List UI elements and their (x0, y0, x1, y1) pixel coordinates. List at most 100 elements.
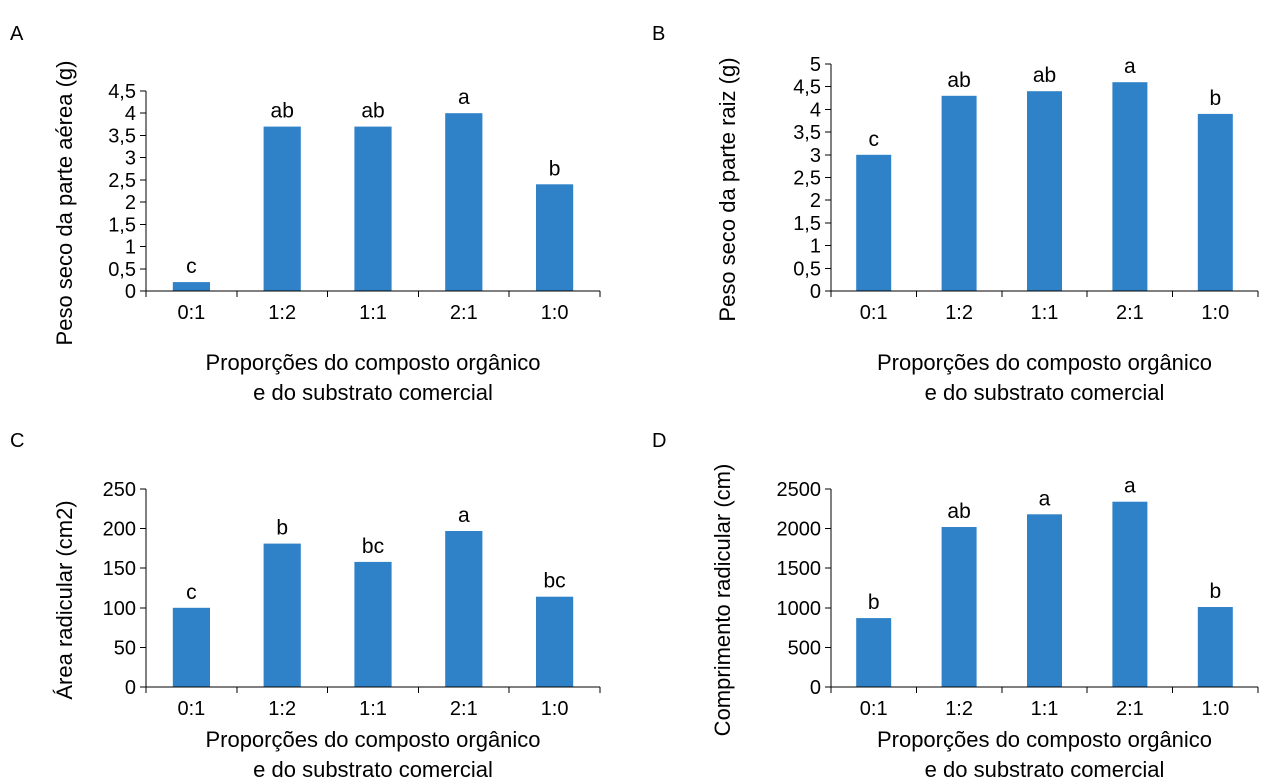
y-tick-label-b-2: 1 (810, 236, 821, 258)
y-tick-label-a-6: 3 (125, 148, 136, 170)
x-tick-label-a-4: 1:0 (541, 302, 569, 324)
x-tick-label-d-4: 1:0 (1201, 698, 1229, 720)
y-tick-label-b-7: 3,5 (793, 122, 821, 144)
x-tick-label-a-2: 1:1 (359, 302, 387, 324)
bar-a-1 (264, 127, 301, 291)
y-tick-label-b-10: 5 (810, 54, 821, 76)
y-tick-label-c-4: 200 (103, 519, 136, 541)
y-tick-label-b-3: 1,5 (793, 213, 821, 235)
x-tick-label-d-3: 2:1 (1116, 698, 1144, 720)
bar-label-b-4: b (1209, 87, 1221, 110)
bar-b-0 (856, 155, 891, 291)
bar-a-2 (354, 127, 391, 291)
y-tick-label-a-9: 4,5 (108, 81, 136, 103)
bar-d-2 (1027, 514, 1062, 687)
y-axis-title-b: Peso seco da parte raiz (g) (715, 57, 740, 321)
x-tick-label-b-3: 2:1 (1116, 302, 1144, 324)
bar-label-c-0: c (186, 581, 197, 604)
x-axis-title-a-line1: Proporções do composto orgânico (205, 350, 540, 375)
y-tick-label-c-3: 150 (103, 558, 136, 580)
x-axis-title-c-line2: e do substrato comercial (253, 757, 493, 782)
bar-label-d-3: a (1124, 475, 1136, 498)
chart-panel-b: Bc0:1ab1:2ab1:1a2:1b1:000,511,522,533,54… (652, 23, 1258, 405)
bar-d-1 (942, 527, 977, 687)
y-tick-label-b-9: 4,5 (793, 77, 821, 99)
y-tick-label-b-1: 0,5 (793, 258, 821, 280)
y-tick-label-d-4: 2000 (777, 519, 822, 541)
bar-b-2 (1027, 91, 1062, 291)
x-tick-label-a-1: 1:2 (268, 302, 296, 324)
y-tick-label-a-0: 0 (125, 281, 136, 303)
bar-label-b-3: a (1124, 55, 1136, 78)
x-tick-label-c-3: 2:1 (450, 698, 478, 720)
y-tick-label-c-2: 100 (103, 598, 136, 620)
panel-letter-a: A (10, 23, 24, 45)
bar-d-0 (856, 618, 891, 687)
y-tick-label-a-3: 1,5 (108, 214, 136, 236)
y-tick-label-b-5: 2,5 (793, 168, 821, 190)
bar-c-0 (173, 608, 210, 687)
bar-b-4 (1198, 114, 1233, 291)
y-tick-label-b-4: 2 (810, 190, 821, 212)
bar-d-4 (1198, 607, 1233, 687)
y-axis-title-c: Área radicular (cm2) (52, 500, 77, 699)
y-tick-label-a-1: 0,5 (108, 259, 136, 281)
y-tick-label-b-8: 4 (810, 99, 821, 121)
y-axis-title-d: Comprimento radicular (cm) (710, 464, 735, 737)
y-tick-label-c-0: 0 (125, 677, 136, 699)
y-tick-label-d-3: 1500 (777, 558, 822, 580)
x-tick-label-b-2: 1:1 (1031, 302, 1059, 324)
y-tick-label-a-4: 2 (125, 192, 136, 214)
bar-c-1 (264, 544, 301, 687)
x-tick-label-b-1: 1:2 (945, 302, 973, 324)
bar-label-a-1: ab (271, 100, 294, 123)
panel-letter-d: D (652, 430, 666, 452)
x-tick-label-c-2: 1:1 (359, 698, 387, 720)
bar-label-c-1: b (276, 517, 288, 540)
x-tick-label-c-0: 0:1 (177, 698, 205, 720)
y-tick-label-a-2: 1 (125, 237, 136, 259)
x-tick-label-b-4: 1:0 (1201, 302, 1229, 324)
bar-a-0 (173, 282, 210, 291)
bar-label-a-0: c (186, 255, 197, 278)
x-tick-label-c-4: 1:0 (541, 698, 569, 720)
bar-a-3 (445, 113, 482, 291)
x-tick-label-c-1: 1:2 (268, 698, 296, 720)
bar-label-d-2: a (1039, 487, 1051, 510)
y-tick-label-d-0: 0 (810, 677, 821, 699)
bar-c-3 (445, 531, 482, 687)
bar-d-3 (1112, 502, 1147, 687)
bar-label-b-0: c (868, 128, 879, 151)
bar-label-b-2: ab (1033, 64, 1056, 87)
bar-c-2 (354, 562, 391, 687)
y-tick-label-a-7: 3,5 (108, 125, 136, 147)
x-tick-label-d-0: 0:1 (860, 698, 888, 720)
x-axis-title-d-line2: e do substrato comercial (925, 757, 1165, 782)
y-tick-label-c-1: 50 (114, 637, 136, 659)
bar-label-a-4: b (549, 157, 561, 180)
y-tick-label-c-5: 250 (103, 479, 136, 501)
y-tick-label-a-5: 2,5 (108, 170, 136, 192)
chart-panel-c: Cc 0:1 b 1:2 bc 1:1 a 2:1 bc 1:0 0 50 100 150 200 250 Pr… (10, 430, 600, 782)
y-tick-label-b-0: 0 (810, 281, 821, 303)
x-axis-title-c-line1: Proporções do composto orgânico (205, 727, 540, 752)
x-tick-label-d-2: 1:1 (1031, 698, 1059, 720)
y-tick-label-d-2: 1000 (777, 598, 822, 620)
x-tick-label-a-3: 2:1 (450, 302, 478, 324)
y-tick-label-d-5: 2500 (777, 479, 822, 501)
x-axis-title-a-line2: e do substrato comercial (253, 380, 493, 405)
y-tick-label-b-6: 3 (810, 145, 821, 167)
bar-b-3 (1112, 82, 1147, 291)
chart-panel-a: Ac0:1ab1:2ab1:1a2:1b1:000,511,522,533,54… (10, 23, 600, 405)
bar-label-c-3: a (458, 504, 470, 527)
x-axis-title-b-line2: e do substrato comercial (925, 380, 1165, 405)
bar-label-b-1: ab (947, 69, 970, 92)
x-tick-label-b-0: 0:1 (860, 302, 888, 324)
y-tick-label-d-1: 500 (788, 637, 821, 659)
bar-label-d-1: ab (947, 500, 970, 523)
panel-letter-b: B (652, 23, 665, 45)
x-tick-label-a-0: 0:1 (177, 302, 205, 324)
chart-panel-d: Db 0:1 ab 1:2 a 1:1 a 2:1 b 1:0 0 500 1000 1500 2000 25… (652, 430, 1258, 782)
bar-b-1 (942, 96, 977, 291)
